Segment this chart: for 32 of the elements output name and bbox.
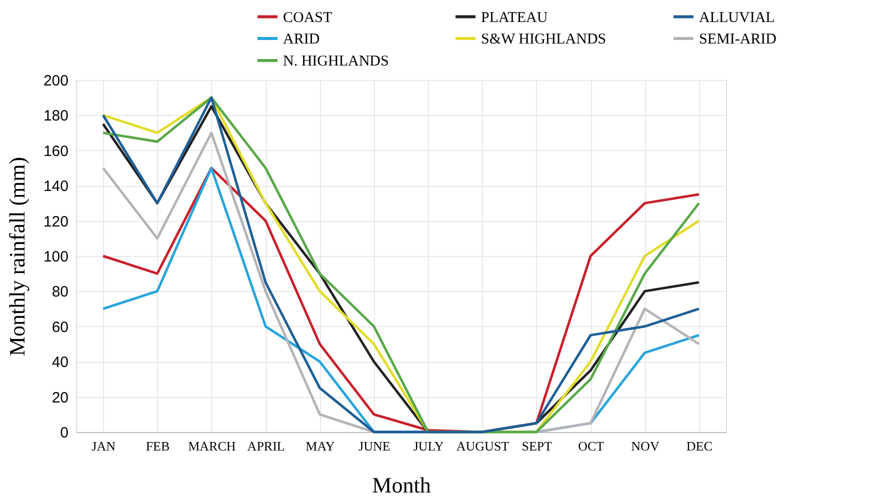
x-tick-label: APRIL xyxy=(247,438,285,454)
x-tick-label: JAN xyxy=(92,438,116,454)
legend-label: ALLUVIAL xyxy=(699,10,775,26)
x-tick-label: NOV xyxy=(631,438,660,454)
y-tick-label: 120 xyxy=(43,213,68,230)
legend-label: N. HIGHLANDS xyxy=(283,54,389,70)
legend-label: S&W HIGHLANDS xyxy=(481,32,606,48)
x-tick-label: DEC xyxy=(686,438,712,454)
x-axis-title: Month xyxy=(372,472,431,498)
y-tick-label: 20 xyxy=(52,389,68,406)
legend-label: PLATEAU xyxy=(481,10,548,26)
legend-label: SEMI-ARID xyxy=(699,32,777,48)
x-tick-label: MAY xyxy=(306,438,336,454)
y-tick-label: 100 xyxy=(43,248,68,266)
x-tick-label: JUNE xyxy=(358,438,390,454)
x-tick-label: OCT xyxy=(578,438,604,454)
legend-label: COAST xyxy=(283,10,332,26)
x-tick-label: JULY xyxy=(413,438,444,454)
x-tick-label: AUGUST xyxy=(456,438,510,454)
y-tick-label: 80 xyxy=(52,284,68,301)
y-tick-label: 160 xyxy=(43,142,68,160)
y-tick-label: 200 xyxy=(43,72,68,90)
y-tick-label: 0 xyxy=(60,424,68,442)
y-tick-label: 60 xyxy=(52,318,68,336)
y-tick-label: 180 xyxy=(43,108,68,125)
y-tick-label: 40 xyxy=(52,354,68,372)
x-tick-label: MARCH xyxy=(188,438,236,454)
x-tick-label: FEB xyxy=(146,438,170,454)
legend-label: ARID xyxy=(283,32,320,48)
y-axis-title: Monthly rainfall (mm) xyxy=(4,156,30,356)
x-tick-label: SEPT xyxy=(522,438,552,454)
y-tick-label: 140 xyxy=(43,178,68,196)
